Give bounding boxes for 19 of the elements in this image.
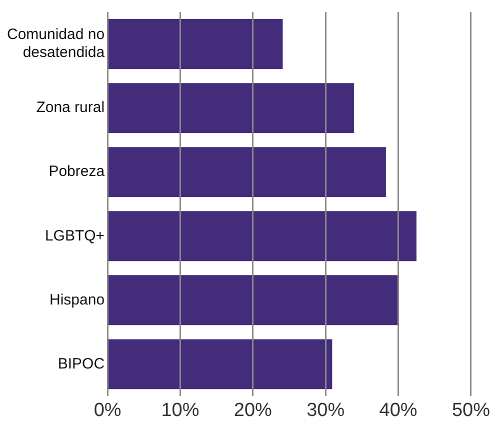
- y-tick-label: Hispano: [50, 291, 105, 308]
- y-tick-label: BIPOC: [58, 355, 105, 372]
- bar: [108, 339, 332, 390]
- category-label: desatendida: [22, 44, 105, 62]
- bar: [108, 275, 398, 326]
- x-tick-label: 50%: [452, 400, 490, 421]
- bar: [108, 83, 354, 134]
- bar: [108, 19, 283, 69]
- x-tick-label: 10%: [161, 400, 200, 421]
- y-tick-label: Zona rural: [36, 99, 105, 116]
- x-tick-label: 0%: [94, 400, 122, 421]
- bar: [108, 147, 386, 198]
- x-tick-label: 30%: [306, 400, 345, 421]
- x-tick-label: 40%: [379, 400, 418, 421]
- y-tick-label: LGBTQ+: [44, 227, 105, 244]
- y-tick-label: Pobreza: [48, 163, 106, 180]
- x-tick-label: 20%: [234, 400, 272, 421]
- category-label: Comunidad no: [6, 26, 105, 44]
- bar: [108, 211, 416, 262]
